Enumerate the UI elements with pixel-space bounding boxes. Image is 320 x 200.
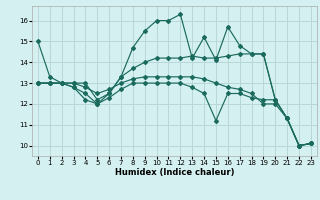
X-axis label: Humidex (Indice chaleur): Humidex (Indice chaleur)	[115, 168, 234, 177]
